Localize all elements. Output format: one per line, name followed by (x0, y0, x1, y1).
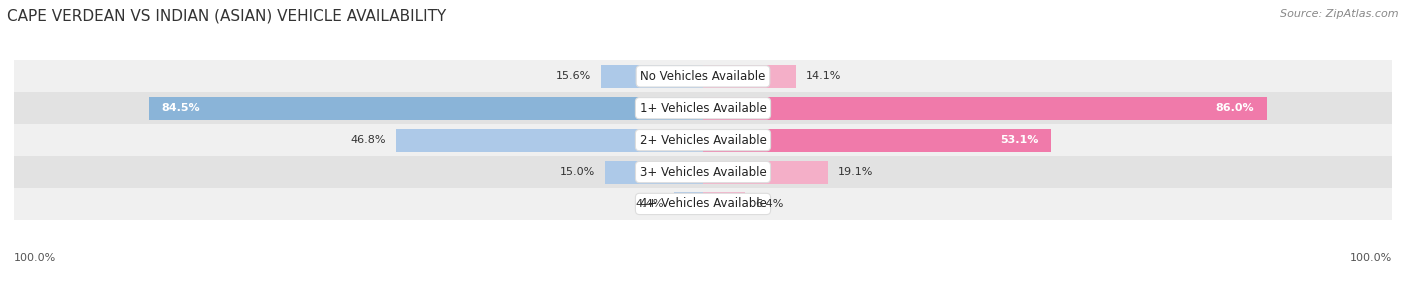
Text: 19.1%: 19.1% (838, 167, 873, 177)
Bar (605, 160, 703, 184)
Bar (14, 124, 1392, 156)
Text: 15.0%: 15.0% (560, 167, 595, 177)
Bar (149, 97, 703, 120)
Bar (14, 92, 1392, 124)
Text: 1+ Vehicles Available: 1+ Vehicles Available (640, 102, 766, 115)
Bar (14, 60, 1392, 92)
Bar (600, 65, 703, 88)
Text: 46.8%: 46.8% (350, 135, 387, 145)
Text: 100.0%: 100.0% (14, 253, 56, 263)
Bar (703, 160, 828, 184)
Text: 3+ Vehicles Available: 3+ Vehicles Available (640, 166, 766, 178)
Text: Source: ZipAtlas.com: Source: ZipAtlas.com (1281, 9, 1399, 19)
Text: No Vehicles Available: No Vehicles Available (640, 70, 766, 83)
Text: CAPE VERDEAN VS INDIAN (ASIAN) VEHICLE AVAILABILITY: CAPE VERDEAN VS INDIAN (ASIAN) VEHICLE A… (7, 9, 446, 23)
Text: 15.6%: 15.6% (555, 71, 591, 81)
Text: 4+ Vehicles Available: 4+ Vehicles Available (640, 197, 766, 210)
Bar (703, 65, 796, 88)
Bar (703, 129, 1052, 152)
Text: 4.4%: 4.4% (636, 199, 664, 209)
Bar (703, 192, 745, 215)
Bar (14, 156, 1392, 188)
Text: 53.1%: 53.1% (1000, 135, 1038, 145)
Bar (14, 188, 1392, 220)
Text: 100.0%: 100.0% (1350, 253, 1392, 263)
Text: 2+ Vehicles Available: 2+ Vehicles Available (640, 134, 766, 147)
Bar (673, 192, 703, 215)
Text: 84.5%: 84.5% (162, 103, 200, 113)
Bar (703, 97, 1267, 120)
Text: 6.4%: 6.4% (755, 199, 783, 209)
Text: 86.0%: 86.0% (1216, 103, 1254, 113)
Bar (396, 129, 703, 152)
Text: 14.1%: 14.1% (806, 71, 841, 81)
